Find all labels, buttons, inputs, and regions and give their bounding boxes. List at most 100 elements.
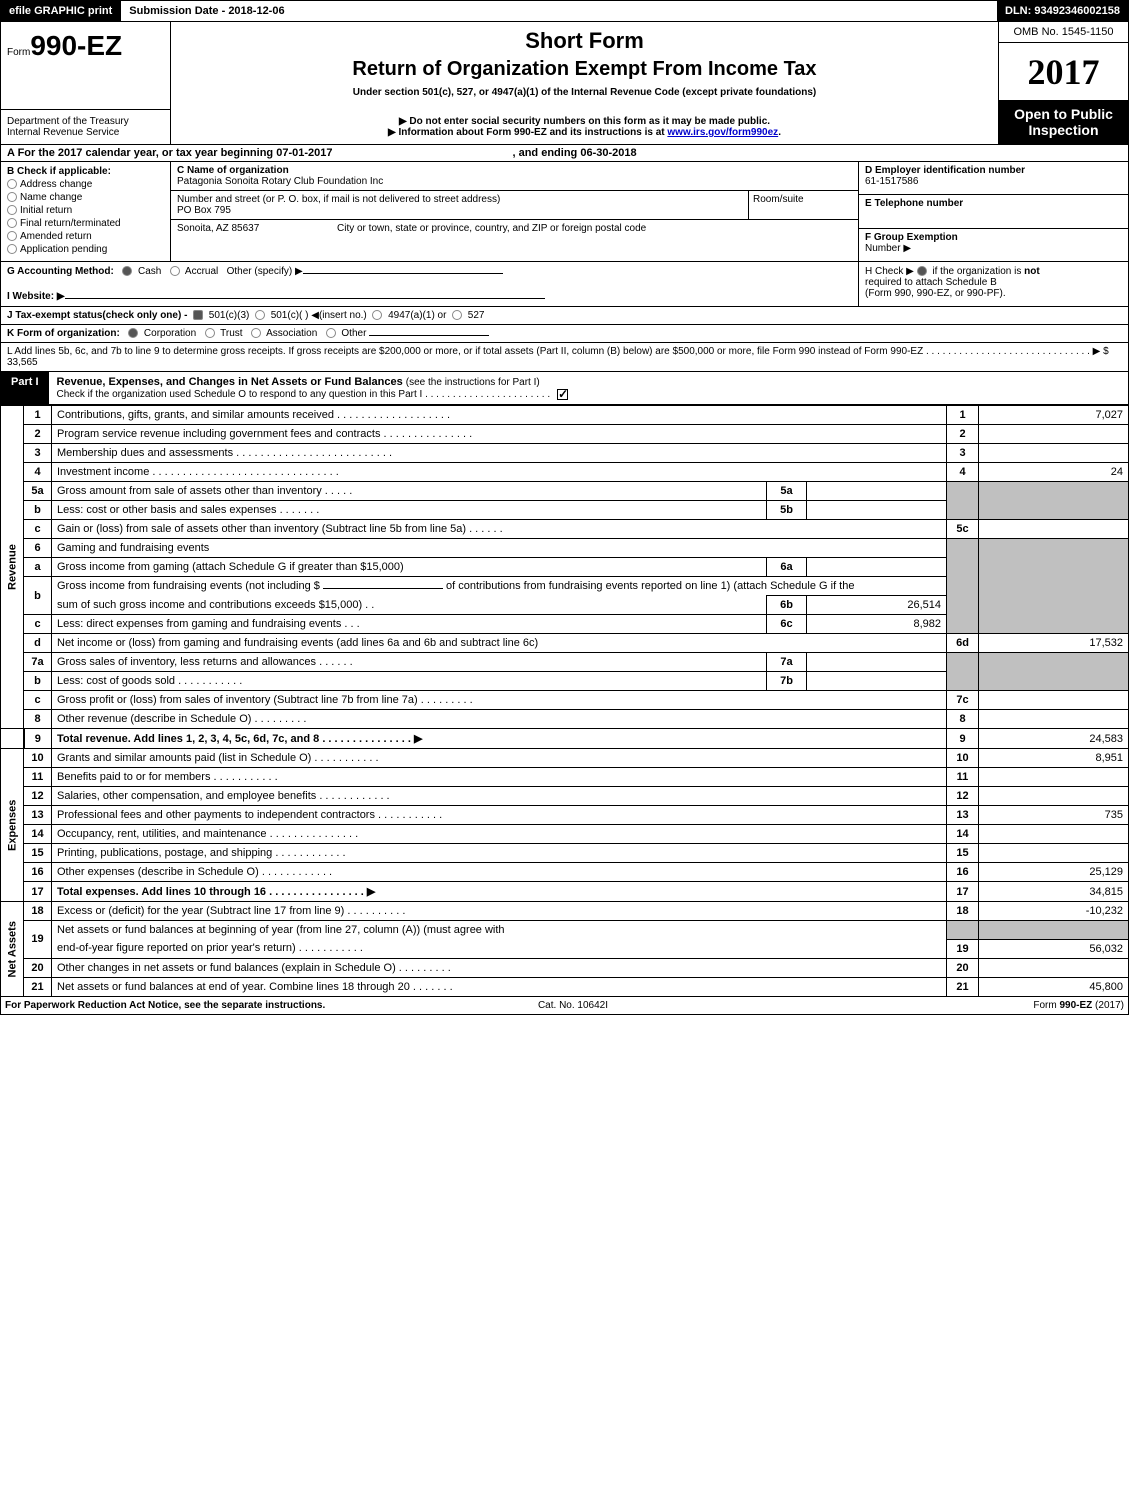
checkbox-assoc[interactable]: [251, 328, 261, 338]
line-7c-desc: Gross profit or (loss) from sales of inv…: [52, 691, 947, 710]
section-GHI: G Accounting Method: Cash Accrual Other …: [0, 262, 1129, 307]
line-17-col: 17: [947, 882, 979, 902]
checkbox-527[interactable]: [452, 310, 462, 320]
line-4-desc: Investment income . . . . . . . . . . . …: [52, 463, 947, 482]
J-o4: 527: [468, 310, 485, 321]
line-7b-no: b: [24, 672, 52, 691]
line-14-no: 14: [24, 825, 52, 844]
line-6b-subcol: 6b: [767, 596, 807, 615]
other-org-input[interactable]: [369, 335, 489, 336]
line-6b-blank[interactable]: [323, 588, 443, 589]
checkbox-address-change[interactable]: [7, 179, 17, 189]
checkbox-schedule-O[interactable]: [557, 389, 568, 400]
line-6b-desc2: sum of such gross income and contributio…: [52, 596, 767, 615]
dept-treasury: Department of the Treasury: [7, 116, 164, 127]
line-17-no: 17: [24, 882, 52, 902]
section-D: D Employer identification number 61-1517…: [859, 162, 1128, 195]
section-BCDEF: B Check if applicable: Address change Na…: [0, 162, 1129, 262]
line-6-no: 6: [24, 539, 52, 558]
checkbox-name-change[interactable]: [7, 192, 17, 202]
line-7c-no: c: [24, 691, 52, 710]
grey-19-val: [979, 921, 1129, 940]
checkbox-initial-return[interactable]: [7, 205, 17, 215]
form-prefix: Form: [7, 47, 30, 58]
line-18-val: -10,232: [979, 902, 1129, 921]
H-text2: if the organization is: [932, 266, 1024, 277]
H-text4: (Form 990, 990-EZ, or 990-PF).: [865, 288, 1006, 299]
H-text3: required to attach Schedule B: [865, 277, 997, 288]
checkbox-4947[interactable]: [372, 310, 382, 320]
city-value: Sonoita, AZ 85637: [177, 223, 317, 234]
checkbox-H[interactable]: [917, 266, 927, 276]
line-19-desc2: end-of-year figure reported on prior yea…: [52, 939, 947, 958]
H-not: not: [1024, 266, 1040, 277]
line-21-col: 21: [947, 977, 979, 996]
line-17-val: 34,815: [979, 882, 1129, 902]
line-5a-no: 5a: [24, 482, 52, 501]
info-link[interactable]: www.irs.gov/form990ez: [667, 127, 778, 138]
line-19-desc1: Net assets or fund balances at beginning…: [52, 921, 947, 940]
grey-5ab-val: [979, 482, 1129, 520]
checkbox-501c3[interactable]: [193, 310, 203, 320]
checkbox-final-return[interactable]: [7, 218, 17, 228]
top-header: efile GRAPHIC print Submission Date - 20…: [0, 0, 1129, 22]
title-block: Form990-EZ Department of the Treasury In…: [0, 22, 1129, 145]
line-19-no: 19: [24, 921, 52, 959]
radio-cash[interactable]: [122, 266, 132, 276]
line-7b-desc: Less: cost of goods sold . . . . . . . .…: [52, 672, 767, 691]
street-label: Number and street (or P. O. box, if mail…: [177, 194, 748, 205]
B-label: B Check if applicable:: [7, 166, 111, 177]
line-8-val: [979, 710, 1129, 729]
checkbox-application-pending[interactable]: [7, 244, 17, 254]
dept-irs: Internal Revenue Service: [7, 127, 164, 138]
line-14-desc: Occupancy, rent, utilities, and maintena…: [52, 825, 947, 844]
other-specify-input[interactable]: [303, 273, 503, 274]
radio-accrual[interactable]: [170, 266, 180, 276]
section-DEF: D Employer identification number 61-1517…: [858, 162, 1128, 261]
line-6b-d2: of contributions from fundraising events…: [443, 580, 855, 592]
section-H: H Check ▶ if the organization is not req…: [858, 262, 1128, 306]
grey-6-val: [979, 539, 1129, 634]
line-6d-no: d: [24, 634, 52, 653]
part-I-table: Revenue 1 Contributions, gifts, grants, …: [0, 405, 1129, 997]
line-3-val: [979, 444, 1129, 463]
line-14-col: 14: [947, 825, 979, 844]
line-20-desc: Other changes in net assets or fund bala…: [52, 958, 947, 977]
E-label: E Telephone number: [865, 198, 963, 209]
line-5a-subval: [807, 482, 947, 501]
org-name: Patagonia Sonoita Rotary Club Foundation…: [177, 176, 852, 187]
line-6b-d1: Gross income from fundraising events (no…: [57, 580, 323, 592]
line-8-col: 8: [947, 710, 979, 729]
line-7a-desc: Gross sales of inventory, less returns a…: [52, 653, 767, 672]
section-C: C Name of organization Patagonia Sonoita…: [171, 162, 858, 261]
line-17-desc: Total expenses. Add lines 10 through 16 …: [52, 882, 947, 902]
checkbox-corp[interactable]: [128, 328, 138, 338]
line-4-col: 4: [947, 463, 979, 482]
netassets-section-label: Net Assets: [1, 902, 24, 997]
F-label: F Group Exemption: [865, 232, 958, 243]
line-6d-col: 6d: [947, 634, 979, 653]
checkbox-501c[interactable]: [255, 310, 265, 320]
page-footer: For Paperwork Reduction Act Notice, see …: [0, 997, 1129, 1015]
line-14-val: [979, 825, 1129, 844]
dln-label: DLN: 93492346002158: [997, 1, 1128, 21]
open-to-public: Open to Public Inspection: [999, 100, 1128, 144]
info-pre: ▶ Information about Form 990-EZ and its …: [388, 127, 667, 138]
street-value: PO Box 795: [177, 205, 748, 216]
line-6a-no: a: [24, 558, 52, 577]
checkbox-trust[interactable]: [205, 328, 215, 338]
line-7b-subcol: 7b: [767, 672, 807, 691]
line-18-no: 18: [24, 902, 52, 921]
grey-7ab: [947, 653, 979, 691]
line-7a-subcol: 7a: [767, 653, 807, 672]
H-text1: H Check ▶: [865, 266, 914, 277]
line-7a-subval: [807, 653, 947, 672]
checkbox-other-org[interactable]: [326, 328, 336, 338]
website-input[interactable]: [65, 298, 545, 299]
line-20-no: 20: [24, 958, 52, 977]
ssn-warning: ▶ Do not enter social security numbers o…: [181, 116, 988, 127]
section-I: I Website: ▶: [7, 291, 852, 302]
B-item-4: Amended return: [20, 231, 92, 242]
checkbox-amended[interactable]: [7, 231, 17, 241]
line-5b-no: b: [24, 501, 52, 520]
